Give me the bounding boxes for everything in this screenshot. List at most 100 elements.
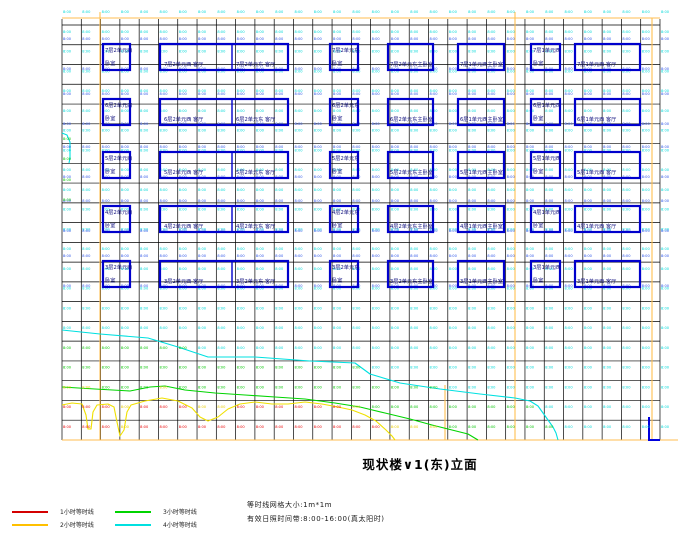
grid-point-value: 8:00 [314, 254, 323, 258]
grid-point-value: 8:00 [294, 122, 303, 126]
grid-point-value: 8:00 [314, 385, 323, 389]
grid-point-value: 8:00 [565, 92, 574, 96]
grid-point-value: 8:00 [140, 145, 149, 149]
grid-point-value: 8:00 [63, 188, 72, 192]
window-room-label: 7层2单元东主卧室 [390, 60, 433, 68]
grid-point-value: 8:00 [507, 188, 516, 192]
grid-point-value: 8:00 [642, 122, 651, 126]
grid-point-value: 8:00 [82, 67, 91, 71]
grid-point-value: 8:00 [256, 306, 265, 310]
window-box [573, 150, 642, 180]
grid-point-value: 8:00 [102, 168, 111, 172]
legend-item-1h: 1小时等时线 [12, 507, 122, 517]
grid-point-value: 8:00 [487, 30, 496, 34]
grid-point-value: 8:00 [121, 208, 130, 212]
grid-point-value: 8:00 [82, 69, 91, 73]
grid-point-value: 8:00 [565, 188, 574, 192]
grid-point-value: 8:00 [102, 145, 111, 149]
grid-point-value: 8:00 [237, 425, 246, 429]
grid-point-value: 8:00 [410, 405, 419, 409]
grid-point-value: 8:00 [159, 366, 168, 370]
grid-point-value: 8:00 [159, 267, 168, 271]
grid-point-value: 8:00 [256, 208, 265, 212]
grid-point-value: 8:00 [410, 287, 419, 291]
grid-point-value: 8:00 [294, 129, 303, 133]
grid-point-value: 8:00 [333, 10, 342, 14]
grid-point-value: 8:00 [63, 178, 72, 182]
grid-point-value: 8:00 [507, 208, 516, 212]
grid-point-value: 8:00 [179, 148, 188, 152]
grid-point-value: 8:00 [565, 326, 574, 330]
grid-point-value: 8:00 [140, 326, 149, 330]
grid-point-value: 8:00 [526, 129, 535, 133]
grid-point-value: 8:00 [217, 50, 226, 54]
grid-point-value: 8:00 [159, 145, 168, 149]
grid-point-value: 8:00 [565, 122, 574, 126]
grid-point-value: 8:00 [642, 92, 651, 96]
grid-point-value: 8:00 [179, 188, 188, 192]
grid-point-value: 8:00 [372, 30, 381, 34]
grid-point-value: 8:00 [314, 366, 323, 370]
grid-point-value: 8:00 [294, 346, 303, 350]
grid-point-value: 8:00 [622, 385, 631, 389]
grid-point-value: 8:00 [352, 385, 361, 389]
grid-point-value: 8:00 [102, 129, 111, 133]
grid-point-value: 8:00 [372, 405, 381, 409]
grid-point-value: 8:00 [372, 175, 381, 179]
grid-point-value: 8:00 [294, 37, 303, 41]
grid-point-value: 8:00 [294, 109, 303, 113]
grid-point-value: 8:00 [507, 92, 516, 96]
grid-point-value: 8:00 [275, 50, 284, 54]
window-room-label: 7层1单元西主卧室 [460, 60, 503, 68]
window-box [328, 204, 360, 234]
grid-point-value: 8:00 [487, 145, 496, 149]
grid-point-value: 8:00 [526, 346, 535, 350]
grid-point-value: 8:00 [102, 50, 111, 54]
grid-point-value: 8:00 [275, 37, 284, 41]
grid-point-value: 8:00 [565, 405, 574, 409]
grid-point-value: 8:00 [603, 385, 612, 389]
grid-point-value: 8:00 [661, 385, 670, 389]
grid-point-value: 8:00 [198, 405, 207, 409]
grid-point-value: 8:00 [121, 168, 130, 172]
grid-point-value: 8:00 [430, 326, 439, 330]
grid-point-value: 8:00 [121, 267, 130, 271]
grid-point-value: 8:00 [121, 69, 130, 73]
grid-point-value: 8:00 [198, 10, 207, 14]
grid-point-value: 8:00 [372, 148, 381, 152]
legend-label-1h: 1小时等时线 [60, 509, 94, 516]
grid-point-value: 8:00 [102, 366, 111, 370]
window-box [529, 97, 562, 127]
grid-point-value: 8:00 [256, 425, 265, 429]
grid-point-value: 8:00 [198, 129, 207, 133]
grid-point-value: 8:00 [102, 227, 111, 231]
grid-point-value: 8:00 [314, 50, 323, 54]
grid-point-value: 8:00 [661, 109, 670, 113]
grid-point-value: 8:00 [526, 199, 535, 203]
grid-point-value: 8:00 [391, 254, 400, 258]
grid-point-value: 8:00 [565, 366, 574, 370]
grid-point-value: 8:00 [198, 188, 207, 192]
grid-point-value: 8:00 [661, 168, 670, 172]
grid-point-value: 8:00 [545, 425, 554, 429]
grid-point-value: 8:00 [294, 267, 303, 271]
grid-point-value: 8:00 [507, 30, 516, 34]
grid-point-value: 8:00 [622, 89, 631, 93]
window-box [573, 42, 642, 72]
grid-point-value: 8:00 [102, 188, 111, 192]
grid-point-value: 8:00 [507, 425, 516, 429]
grid-point-value: 8:00 [121, 89, 130, 93]
grid-point-value: 8:00 [661, 30, 670, 34]
grid-point-value: 8:00 [545, 346, 554, 350]
grid-point-value: 8:00 [584, 346, 593, 350]
grid-point-value: 8:00 [584, 306, 593, 310]
grid-point-value: 8:00 [82, 175, 91, 179]
grid-point-value: 8:00 [256, 168, 265, 172]
grid-point-value: 8:00 [159, 10, 168, 14]
grid-point-value: 8:00 [372, 425, 381, 429]
grid-point-value: 8:00 [449, 30, 458, 34]
grid-point-value: 8:00 [642, 109, 651, 113]
grid-point-value: 8:00 [449, 326, 458, 330]
grid-point-value: 8:00 [352, 129, 361, 133]
reference-lines-layer [62, 12, 678, 441]
